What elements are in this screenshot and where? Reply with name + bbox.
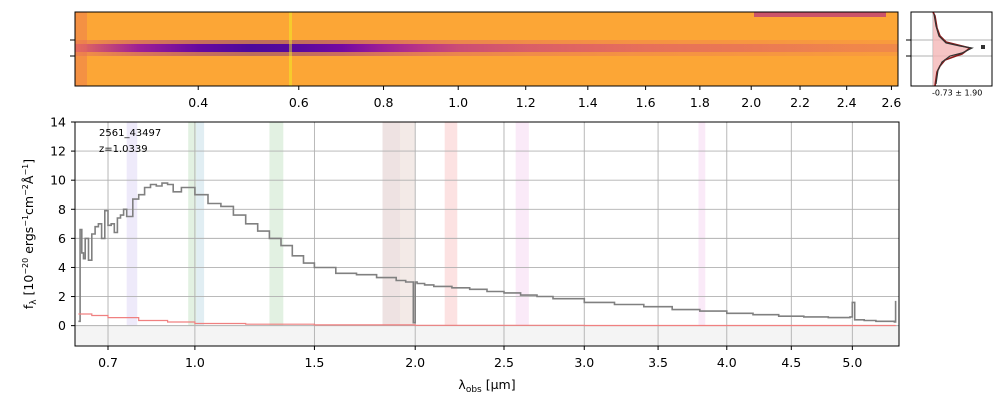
plot-frame: [74, 121, 900, 347]
emission-line-band: [698, 122, 706, 346]
x-tick-label: 5.0: [842, 355, 862, 370]
profile-panel: -0.73 ± 1.90: [906, 11, 993, 98]
x-tick-label: 3.0: [574, 355, 594, 370]
heatmap-x-tick-label: 1.2: [516, 95, 536, 110]
profile-model: [933, 13, 974, 85]
y-axis: 0 2 4 6 8 10 12 14: [50, 115, 75, 333]
emission-line-band: [269, 122, 284, 346]
emission-line-band: [382, 122, 401, 346]
x-tick-label: 1.0: [185, 355, 205, 370]
emission-line-band: [196, 122, 205, 346]
x-tick-label: 4.0: [717, 355, 737, 370]
series-layer: [78, 182, 897, 327]
spectrum-2d-panel: 0.4 0.6 0.8 1.0 1.2 1.4 1.6 1.8 2.0 2.2 2.4 2.6: [70, 11, 901, 110]
emission-line-band: [188, 122, 197, 346]
x-axis: 0.7 1.0 1.5 2.0 2.5 3.0 3.5 4.0 4.5 5.0: [98, 346, 862, 370]
heatmap-artifact: [75, 12, 87, 86]
profile-fill: [933, 12, 970, 86]
heatmap-x-axis: 0.4 0.6 0.8 1.0 1.2 1.4 1.6 1.8 2.0 2.2 2.4 2.6: [188, 86, 901, 110]
redshift-annotation: z=1.0339: [99, 144, 148, 155]
heatmap-x-tick-label: 0.8: [374, 95, 394, 110]
heatmap-x-tick-label: 1.0: [448, 95, 468, 110]
x-tick-label: 4.5: [781, 355, 801, 370]
heatmap-x-tick-label: 1.4: [578, 95, 598, 110]
heatmap-x-tick-label: 2.6: [881, 95, 901, 110]
heatmap-x-tick-label: 0.6: [289, 95, 309, 110]
emission-line-band: [444, 122, 458, 346]
y-tick-label: 12: [50, 144, 66, 159]
spectral-trace-halo: [75, 40, 898, 56]
heatmap-artifact: [754, 12, 886, 17]
object-id-annotation: 2561_43497: [99, 128, 161, 139]
heatmap-image: [75, 12, 898, 86]
y-tick-label: 10: [50, 173, 66, 188]
error-series-line: [78, 313, 897, 327]
x-tick-label: 3.5: [648, 355, 668, 370]
y-tick-label: 0: [58, 318, 66, 333]
heatmap-frame: [74, 11, 899, 87]
x-tick-label: 0.7: [98, 355, 118, 370]
heatmap-x-tick-label: 1.6: [636, 95, 656, 110]
y-tick-label: 2: [58, 289, 66, 304]
x-tick-label: 2.5: [494, 355, 514, 370]
x-tick-label: 1.5: [304, 355, 324, 370]
heatmap-x-tick-label: 2.4: [837, 95, 857, 110]
x-axis-label: λobs [μm]: [458, 377, 515, 395]
emission-line-band: [400, 122, 416, 346]
heatmap-x-tick-label: 1.8: [690, 95, 710, 110]
heatmap-x-tick-label: 2.0: [741, 95, 761, 110]
x-tick-label: 2.0: [405, 355, 425, 370]
profile-peak-marker: [981, 45, 985, 49]
y-tick-label: 4: [58, 260, 66, 275]
profile-frame: [910, 11, 993, 87]
emission-line-band: [515, 122, 529, 346]
flux-series-line: [78, 182, 897, 324]
heatmap-x-tick-label: 0.4: [188, 95, 208, 110]
heatmap-x-tick-label: 2.2: [790, 95, 810, 110]
profile-annotation: -0.73 ± 1.90: [932, 89, 982, 98]
y-axis-label: fλ [10−20 ergs−1cm−2Å−1]: [21, 159, 39, 309]
y-tick-label: 14: [50, 115, 66, 130]
spectrum-1d-panel: 0.7 1.0 1.5 2.0 2.5 3.0 3.5 4.0 4.5 5.0 0 2 4 6 8 10 12…: [21, 115, 900, 395]
zero-baseline-shade: [75, 325, 899, 346]
heatmap-artifact: [289, 12, 292, 86]
emission-line-bands: [126, 122, 706, 346]
emission-line-band: [126, 122, 138, 346]
y-tick-label: 8: [58, 202, 66, 217]
y-tick-label: 6: [58, 231, 66, 246]
